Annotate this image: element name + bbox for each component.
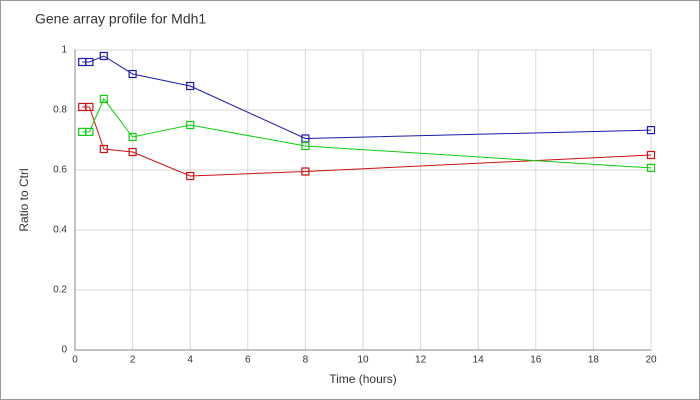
- y-tick-label: 0: [61, 345, 67, 356]
- point-marker: [99, 144, 108, 154]
- x-tick-label: 20: [645, 355, 657, 366]
- x-tick-label: 14: [473, 355, 485, 366]
- point-marker: [128, 147, 137, 157]
- point-marker: [186, 171, 195, 181]
- x-tick-label: 8: [303, 355, 309, 366]
- y-tick-label: 0.4: [53, 225, 67, 236]
- x-axis-label: Time (hours): [329, 372, 397, 386]
- point-marker: [99, 94, 108, 104]
- x-tick-label: 12: [415, 355, 427, 366]
- point-marker: [85, 102, 94, 112]
- chart-title: Gene array profile for Mdh1: [35, 11, 206, 27]
- x-tick-label: 6: [245, 355, 251, 366]
- series-line: [82, 106, 652, 177]
- y-tick-label: 0.6: [53, 165, 67, 176]
- point-marker: [186, 81, 195, 91]
- series-line: [82, 97, 652, 169]
- x-tick-label: 4: [187, 355, 193, 366]
- point-marker: [186, 120, 195, 130]
- x-tick-label: 0: [72, 355, 78, 366]
- point-marker: [85, 57, 94, 67]
- y-tick-label: 0.2: [53, 285, 67, 296]
- point-marker: [646, 163, 656, 172]
- x-tick-label: 2: [130, 355, 136, 366]
- point-marker: [85, 127, 94, 136]
- y-tick-label: 0.8: [53, 105, 67, 116]
- x-tick-label: 18: [588, 355, 600, 366]
- point-marker: [99, 51, 108, 61]
- point-marker: [301, 141, 310, 151]
- y-tick-label: 1: [61, 45, 67, 56]
- series-line: [82, 55, 652, 140]
- point-marker: [646, 125, 656, 135]
- x-tick-label: 10: [357, 355, 369, 366]
- point-marker: [128, 132, 137, 142]
- point-marker: [646, 150, 656, 160]
- point-marker: [301, 167, 310, 176]
- point-marker: [128, 69, 137, 79]
- y-axis-label: Ratio to Ctrl: [17, 168, 31, 231]
- x-tick-label: 16: [530, 355, 542, 366]
